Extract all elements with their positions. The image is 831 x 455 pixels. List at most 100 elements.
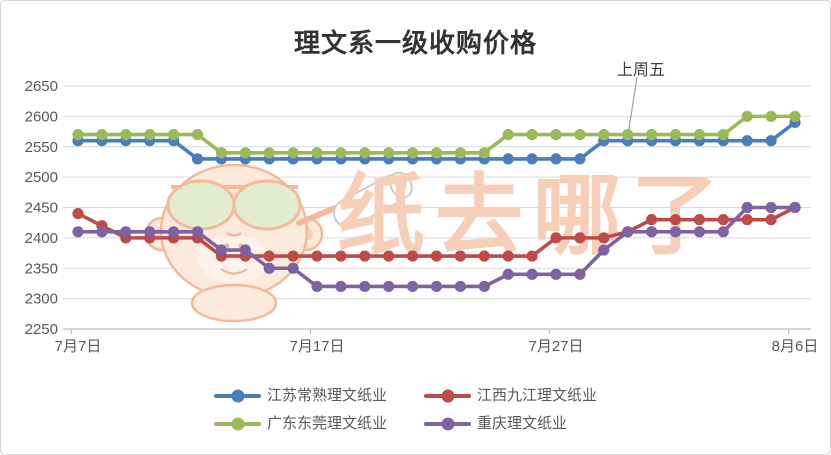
- data-point: [717, 129, 729, 141]
- data-point: [383, 147, 395, 159]
- data-point: [622, 129, 634, 141]
- data-point: [287, 250, 299, 262]
- data-point: [693, 226, 706, 238]
- data-point: [765, 214, 777, 226]
- data-point: [741, 135, 753, 147]
- data-point: [191, 226, 204, 238]
- data-point: [96, 129, 108, 141]
- watermark-text: 纸去哪了: [337, 166, 729, 265]
- data-point: [96, 226, 108, 238]
- data-point: [741, 110, 753, 122]
- data-point: [144, 226, 156, 238]
- data-point: [502, 153, 514, 165]
- data-point: [765, 110, 777, 122]
- data-point: [311, 147, 323, 159]
- data-point: [144, 129, 156, 141]
- data-point: [407, 280, 419, 293]
- data-point: [765, 201, 777, 214]
- data-point: [335, 250, 347, 262]
- data-point: [598, 232, 610, 244]
- data-point: [263, 250, 275, 262]
- data-point: [741, 201, 753, 214]
- data-point: [263, 147, 275, 159]
- data-point: [526, 129, 538, 141]
- data-point: [430, 280, 443, 293]
- y-axis-label: 2400: [25, 230, 58, 247]
- data-point: [574, 153, 586, 165]
- data-point: [550, 153, 562, 165]
- data-point: [335, 147, 347, 159]
- data-point: [263, 262, 275, 274]
- data-point: [526, 153, 538, 165]
- data-point: [646, 226, 658, 238]
- data-point: [407, 147, 419, 159]
- y-axis-label: 2350: [25, 260, 58, 277]
- data-point: [454, 280, 466, 293]
- data-point: [478, 280, 490, 293]
- data-point: [574, 232, 586, 244]
- data-point: [287, 147, 299, 159]
- data-point: [789, 201, 801, 214]
- chart-title: 理文系一级收购价格: [293, 28, 537, 58]
- y-axis-label: 2550: [25, 139, 58, 156]
- data-point: [646, 214, 658, 226]
- series-lines: [72, 110, 801, 293]
- data-point: [215, 147, 227, 159]
- data-point: [120, 226, 132, 238]
- data-point: [454, 147, 466, 159]
- data-point: [383, 250, 395, 262]
- data-point: [669, 214, 682, 226]
- data-point: [765, 135, 777, 147]
- axes: 2250 2300 2350 2400 2450 2500 2550 2600 2650 7月7日…: [25, 78, 819, 355]
- data-point: [215, 244, 227, 256]
- data-point: [502, 250, 514, 262]
- data-point: [622, 226, 634, 238]
- data-point: [478, 147, 490, 159]
- data-point: [72, 226, 84, 238]
- data-point: [407, 250, 419, 262]
- x-axis-label: 7月7日: [55, 338, 102, 355]
- annotation-leader-line: [628, 76, 638, 131]
- y-axis-label: 2450: [25, 200, 58, 217]
- data-point: [454, 250, 466, 262]
- data-point: [526, 250, 538, 262]
- x-axis-label: 8月6日: [772, 338, 819, 355]
- data-point: [693, 129, 706, 141]
- data-point: [550, 268, 562, 280]
- data-point: [646, 129, 658, 141]
- data-point: [359, 147, 371, 159]
- watermark: 纸去哪了: [144, 163, 729, 323]
- data-point: [359, 250, 371, 262]
- data-point: [72, 207, 84, 220]
- data-point: [191, 129, 204, 141]
- data-point: [120, 129, 132, 141]
- annotation-last-friday: 上周五: [616, 62, 666, 79]
- data-point: [717, 214, 729, 226]
- data-point: [239, 147, 251, 159]
- data-point: [239, 244, 251, 256]
- data-point: [598, 129, 610, 141]
- data-point: [574, 268, 586, 280]
- data-point: [574, 129, 586, 141]
- x-axis-label: 7月27日: [528, 338, 583, 355]
- data-point: [502, 129, 514, 141]
- data-point: [502, 268, 514, 280]
- data-point: [526, 268, 538, 280]
- data-point: [335, 280, 347, 293]
- data-point: [287, 262, 299, 274]
- data-point: [550, 232, 562, 244]
- y-axis-label: 2600: [25, 108, 58, 125]
- data-point: [311, 250, 323, 262]
- y-axis-label: 2250: [25, 321, 58, 338]
- y-axis-label: 2300: [25, 291, 58, 308]
- data-point: [717, 226, 729, 238]
- y-axis-label: 2500: [25, 169, 58, 186]
- data-point: [168, 129, 180, 141]
- data-point: [72, 129, 84, 141]
- data-point: [669, 226, 682, 238]
- data-point: [430, 147, 443, 159]
- data-point: [789, 110, 801, 122]
- monkey-icon: [144, 163, 338, 323]
